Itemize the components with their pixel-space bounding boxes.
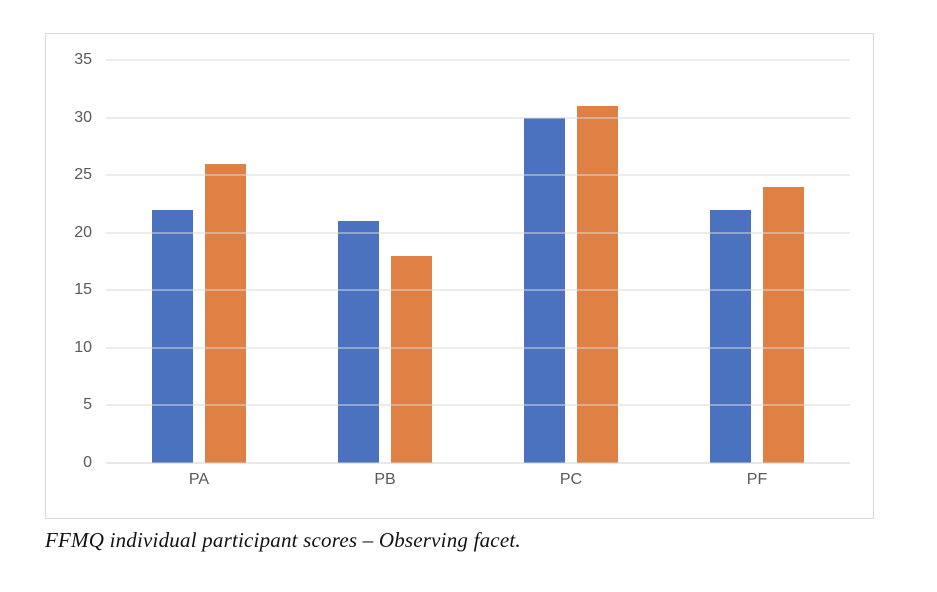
x-tick-label-PF: PF bbox=[746, 471, 768, 488]
plot-area: PA PB PC PF 0 5 10 15 20 25 30 35 bbox=[74, 52, 850, 488]
y-tick-label-20: 20 bbox=[74, 223, 92, 241]
bar-group-PA bbox=[106, 60, 292, 463]
bar-chart-figure: PA PB PC PF 0 5 10 15 20 25 30 35 FFMQ individual … bbox=[45, 33, 874, 553]
bar-PF-orange-series bbox=[763, 186, 804, 463]
gridline-15 bbox=[106, 289, 850, 291]
y-tick-label-0: 0 bbox=[83, 454, 92, 471]
x-tick-label-PC: PC bbox=[559, 471, 583, 488]
y-tick-label-15: 15 bbox=[74, 281, 92, 299]
x-axis-labels: PA PB PC PF bbox=[106, 471, 850, 489]
gridline-30 bbox=[106, 117, 850, 119]
y-tick-label-10: 10 bbox=[74, 338, 92, 356]
bar-PF-blue-series bbox=[710, 209, 751, 463]
bar-group-PB bbox=[292, 60, 478, 463]
gridline-5 bbox=[106, 404, 850, 406]
gridline-10 bbox=[106, 347, 850, 349]
chart-frame: PA PB PC PF 0 5 10 15 20 25 30 35 bbox=[45, 33, 874, 519]
y-tick-label-30: 30 bbox=[74, 108, 92, 126]
bar-group-PF bbox=[664, 60, 850, 463]
gridline-35 bbox=[106, 59, 850, 61]
bars-row bbox=[106, 60, 850, 463]
y-tick-label-5: 5 bbox=[83, 396, 92, 414]
bar-PA-blue-series bbox=[152, 209, 193, 463]
y-tick-label-25: 25 bbox=[74, 166, 92, 184]
gridline-25 bbox=[106, 174, 850, 176]
bar-PB-blue-series bbox=[338, 221, 379, 463]
bar-PC-orange-series bbox=[577, 106, 618, 463]
x-tick-label-PB: PB bbox=[374, 471, 396, 488]
bar-PB-orange-series bbox=[391, 255, 432, 463]
bar-PA-orange-series bbox=[205, 163, 246, 463]
y-tick-label-35: 35 bbox=[74, 51, 92, 68]
figure-caption: FFMQ individual participant scores – Obs… bbox=[45, 528, 521, 552]
gridline-0 bbox=[106, 462, 850, 464]
bar-group-PC bbox=[478, 60, 664, 463]
gridline-20 bbox=[106, 232, 850, 234]
x-tick-label-PA: PA bbox=[188, 471, 210, 488]
